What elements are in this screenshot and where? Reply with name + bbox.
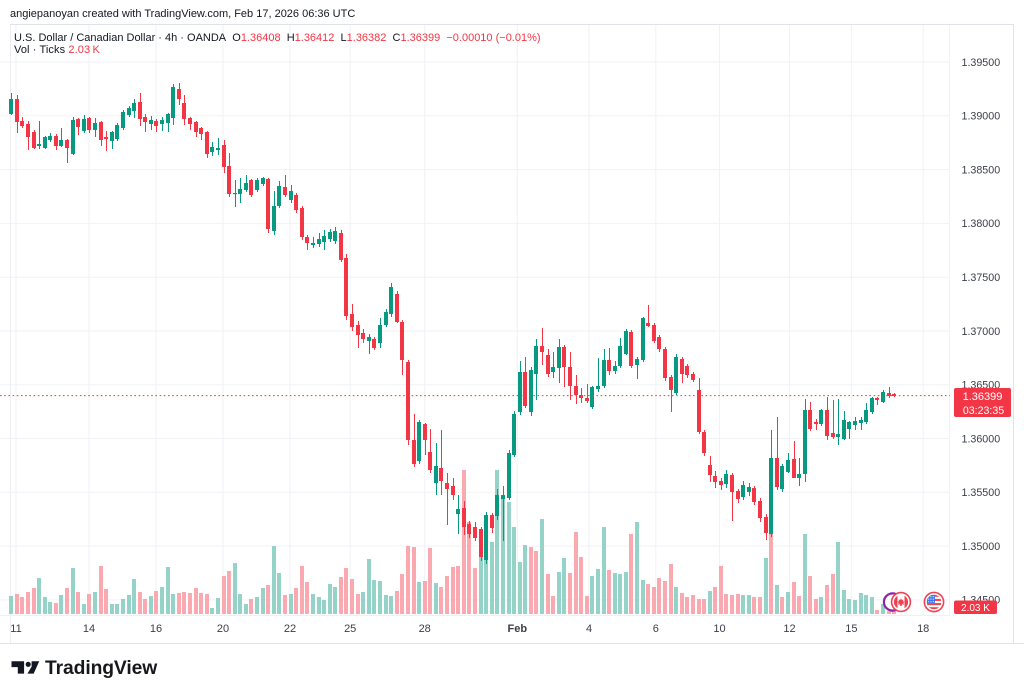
svg-text:1.39000: 1.39000 <box>962 111 1001 123</box>
svg-text:1.38500: 1.38500 <box>962 164 1001 176</box>
svg-text:1.36000: 1.36000 <box>962 433 1001 445</box>
svg-text:TradingView: TradingView <box>45 658 158 679</box>
svg-text:Feb: Feb <box>508 623 528 635</box>
svg-text:1.37000: 1.37000 <box>962 326 1001 338</box>
svg-text:1.37500: 1.37500 <box>962 272 1001 284</box>
svg-text:1.38000: 1.38000 <box>962 218 1001 230</box>
svg-text:1.39500: 1.39500 <box>962 57 1001 69</box>
svg-text:25: 25 <box>344 623 356 635</box>
svg-text:03:23:35: 03:23:35 <box>963 405 1004 417</box>
svg-text:4: 4 <box>586 623 592 635</box>
svg-text:11: 11 <box>10 623 21 635</box>
svg-text:16: 16 <box>150 623 162 635</box>
svg-text:15: 15 <box>845 623 857 635</box>
svg-text:22: 22 <box>284 623 296 635</box>
svg-text:1.35500: 1.35500 <box>962 487 1001 499</box>
svg-text:10: 10 <box>713 623 725 635</box>
svg-text:28: 28 <box>419 623 431 635</box>
svg-text:6: 6 <box>653 623 659 635</box>
svg-text:14: 14 <box>83 623 95 635</box>
svg-text:2.03 K: 2.03 K <box>961 603 990 614</box>
svg-text:18: 18 <box>917 623 929 635</box>
svg-text:12: 12 <box>783 623 795 635</box>
svg-text:20: 20 <box>217 623 229 635</box>
svg-text:1.35000: 1.35000 <box>962 541 1001 553</box>
svg-text:1.36399: 1.36399 <box>963 391 1003 403</box>
